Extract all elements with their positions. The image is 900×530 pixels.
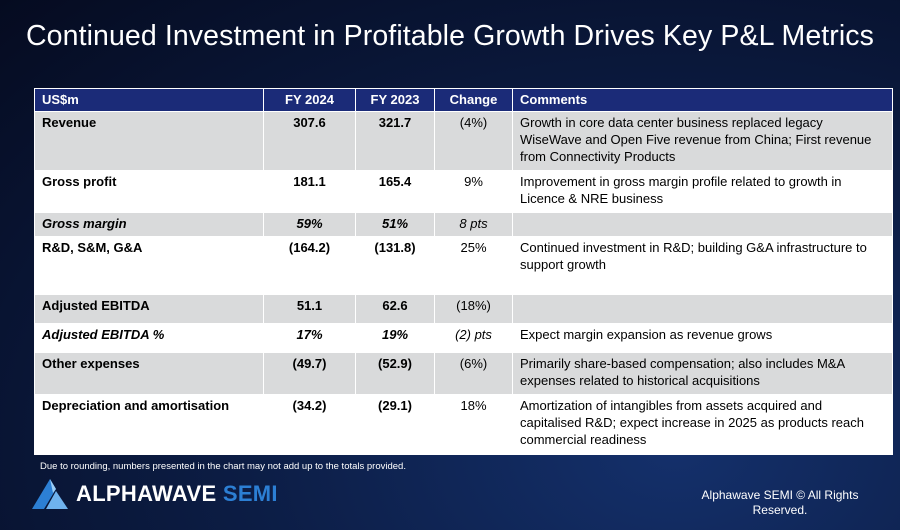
- row-comment: Continued investment in R&D; building G&…: [512, 236, 893, 295]
- table-row: R&D, S&M, G&A (164.2) (131.8) 25% Contin…: [34, 236, 893, 295]
- row-fy2024: (164.2): [263, 236, 356, 295]
- table-row: Other expenses (49.7) (52.9) (6%) Primar…: [34, 352, 893, 395]
- logo-word-semi: SEMI: [222, 481, 278, 506]
- row-metric: Other expenses: [34, 352, 264, 395]
- row-metric: Gross profit: [34, 170, 264, 213]
- row-fy2024: 307.6: [263, 111, 356, 171]
- row-fy2023: (29.1): [355, 394, 435, 455]
- row-fy2023: (131.8): [355, 236, 435, 295]
- row-fy2023: 165.4: [355, 170, 435, 213]
- row-metric: Adjusted EBITDA %: [34, 323, 264, 353]
- row-fy2024: 59%: [263, 212, 356, 237]
- row-metric: Revenue: [34, 111, 264, 171]
- copyright-notice: Alphawave SEMI © All Rights Reserved.: [701, 488, 859, 517]
- row-comment: Primarily share-based compensation; also…: [512, 352, 893, 395]
- row-comment: Amortization of intangibles from assets …: [512, 394, 893, 455]
- row-comment: [512, 294, 893, 324]
- row-change: 25%: [434, 236, 513, 295]
- row-metric: Gross margin: [34, 212, 264, 237]
- row-change: (2) pts: [434, 323, 513, 353]
- row-change: 9%: [434, 170, 513, 213]
- row-fy2024: 17%: [263, 323, 356, 353]
- table-row: Depreciation and amortisation (34.2) (29…: [34, 394, 893, 455]
- header-fy2024: FY 2024: [263, 88, 356, 112]
- table-header-row: US$m FY 2024 FY 2023 Change Comments: [34, 88, 893, 112]
- row-fy2023: 62.6: [355, 294, 435, 324]
- row-metric: R&D, S&M, G&A: [34, 236, 264, 295]
- row-change: 8 pts: [434, 212, 513, 237]
- row-comment: Expect margin expansion as revenue grows: [512, 323, 893, 353]
- alphawave-logo-icon: [30, 477, 70, 511]
- row-change: (18%): [434, 294, 513, 324]
- table-row: Revenue 307.6 321.7 (4%) Growth in core …: [34, 111, 893, 171]
- rounding-footnote: Due to rounding, numbers presented in th…: [40, 461, 406, 472]
- logo-word-alphawave: ALPHAWAVE: [76, 481, 217, 506]
- table-row: Gross margin 59% 51% 8 pts: [34, 212, 893, 237]
- row-fy2023: 19%: [355, 323, 435, 353]
- row-metric: Adjusted EBITDA: [34, 294, 264, 324]
- row-change: (6%): [434, 352, 513, 395]
- header-fy2023: FY 2023: [355, 88, 435, 112]
- row-fy2024: 51.1: [263, 294, 356, 324]
- table-row: Adjusted EBITDA 51.1 62.6 (18%): [34, 294, 893, 324]
- slide-title: Continued Investment in Profitable Growt…: [25, 20, 875, 52]
- row-fy2024: 181.1: [263, 170, 356, 213]
- row-fy2023: 51%: [355, 212, 435, 237]
- row-fy2023: (52.9): [355, 352, 435, 395]
- row-fy2024: (34.2): [263, 394, 356, 455]
- header-metric: US$m: [34, 88, 264, 112]
- row-change: 18%: [434, 394, 513, 455]
- row-change: (4%): [434, 111, 513, 171]
- row-fy2023: 321.7: [355, 111, 435, 171]
- alphawave-logo: ALPHAWAVE SEMI: [30, 477, 278, 511]
- pl-metrics-table: US$m FY 2024 FY 2023 Change Comments Rev…: [34, 88, 893, 455]
- row-comment: [512, 212, 893, 237]
- header-change: Change: [434, 88, 513, 112]
- table-row: Gross profit 181.1 165.4 9% Improvement …: [34, 170, 893, 213]
- logo-wordmark: ALPHAWAVE SEMI: [76, 481, 278, 507]
- row-metric: Depreciation and amortisation: [34, 394, 264, 455]
- row-comment: Improvement in gross margin profile rela…: [512, 170, 893, 213]
- row-fy2024: (49.7): [263, 352, 356, 395]
- header-comments: Comments: [512, 88, 893, 112]
- table-row: Adjusted EBITDA % 17% 19% (2) pts Expect…: [34, 323, 893, 353]
- row-comment: Growth in core data center business repl…: [512, 111, 893, 171]
